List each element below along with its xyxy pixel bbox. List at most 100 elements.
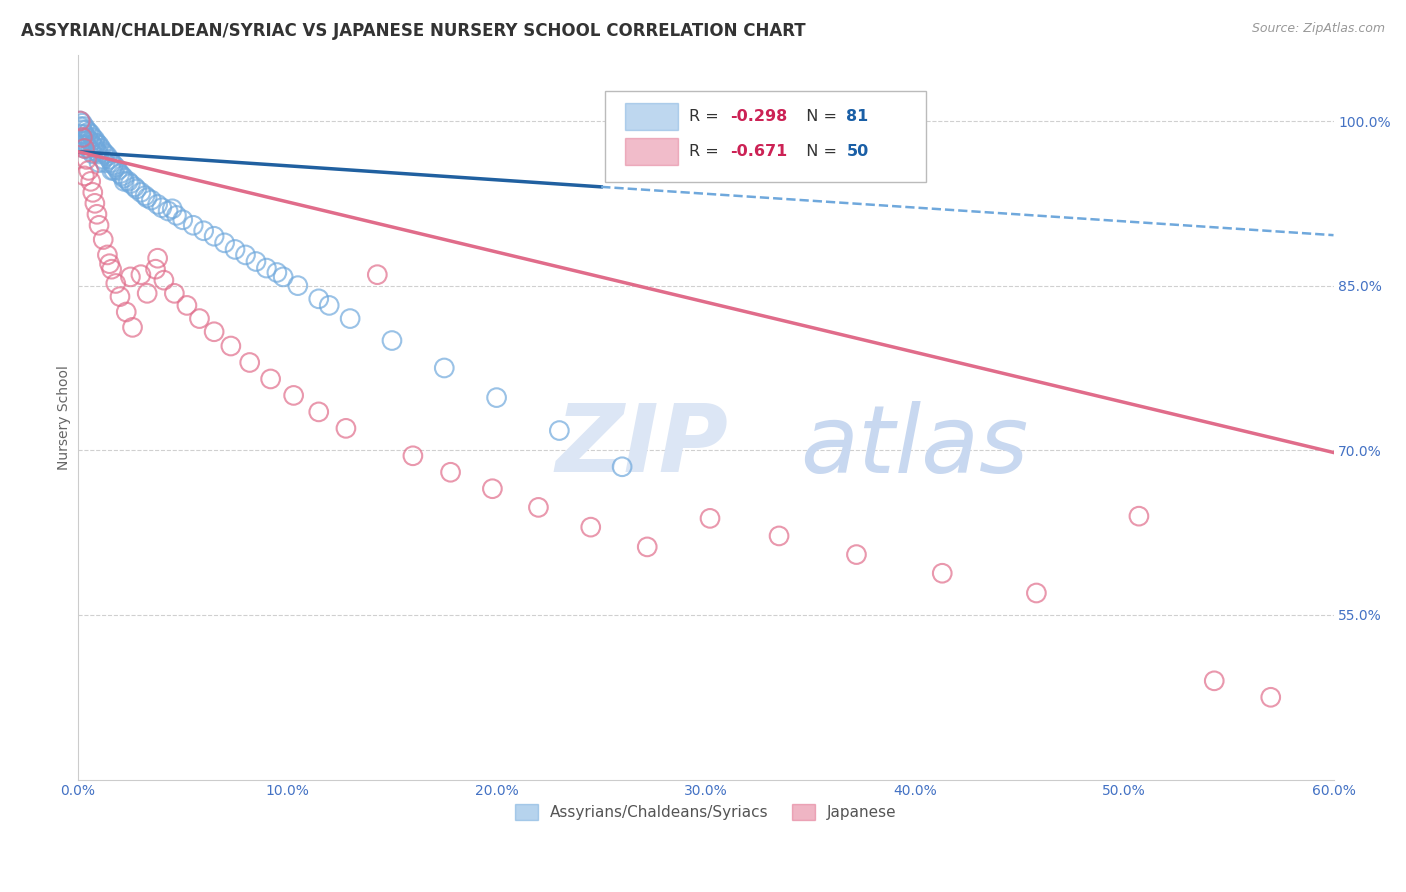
- Point: [245, 254, 267, 268]
- Point: [69, 127, 91, 141]
- Point: [94, 147, 117, 161]
- Point: [77, 163, 100, 178]
- Point: [79, 135, 101, 149]
- Point: [214, 235, 236, 250]
- Point: [87, 138, 110, 153]
- Point: [219, 339, 242, 353]
- Point: [845, 548, 868, 562]
- Point: [931, 566, 953, 581]
- Point: [76, 153, 98, 167]
- Point: [94, 155, 117, 169]
- Point: [76, 130, 98, 145]
- Point: [125, 182, 148, 196]
- Point: [73, 127, 96, 141]
- Point: [86, 145, 108, 159]
- Point: [235, 248, 257, 262]
- Point: [162, 202, 184, 216]
- Text: 50: 50: [846, 144, 869, 159]
- Point: [73, 141, 96, 155]
- Point: [308, 405, 330, 419]
- Point: [381, 334, 404, 348]
- Point: [172, 212, 194, 227]
- Point: [439, 465, 461, 479]
- Point: [87, 147, 110, 161]
- Point: [100, 163, 122, 178]
- Point: [1128, 509, 1150, 524]
- Point: [481, 482, 503, 496]
- Text: N =: N =: [796, 144, 842, 159]
- Point: [82, 138, 104, 153]
- Point: [73, 120, 96, 134]
- Point: [120, 177, 142, 191]
- Point: [112, 174, 135, 188]
- Point: [366, 268, 388, 282]
- Point: [254, 261, 277, 276]
- Point: [83, 140, 105, 154]
- Point: [287, 278, 309, 293]
- Point: [136, 286, 159, 301]
- Point: [145, 262, 167, 277]
- Point: [146, 197, 169, 211]
- Point: [402, 449, 425, 463]
- Point: [271, 269, 294, 284]
- Y-axis label: Nursery School: Nursery School: [58, 365, 72, 470]
- Point: [83, 196, 105, 211]
- Point: [83, 136, 105, 150]
- Text: 81: 81: [846, 109, 869, 124]
- Point: [100, 262, 122, 277]
- Point: [86, 136, 108, 150]
- Point: [548, 424, 571, 438]
- Point: [76, 138, 98, 153]
- Point: [87, 155, 110, 169]
- Point: [181, 219, 204, 233]
- Point: [103, 163, 125, 178]
- Point: [73, 141, 96, 155]
- Point: [96, 248, 118, 262]
- Point: [77, 125, 100, 139]
- FancyBboxPatch shape: [626, 137, 678, 165]
- Point: [266, 265, 288, 279]
- Point: [579, 520, 602, 534]
- Point: [69, 114, 91, 128]
- Point: [72, 130, 94, 145]
- Point: [91, 233, 114, 247]
- Point: [100, 155, 122, 169]
- Text: atlas: atlas: [800, 401, 1028, 491]
- Point: [82, 186, 104, 200]
- Point: [98, 153, 121, 167]
- Point: [141, 193, 163, 207]
- Point: [69, 114, 91, 128]
- FancyBboxPatch shape: [626, 103, 678, 130]
- Point: [108, 290, 131, 304]
- Point: [72, 116, 94, 130]
- Point: [259, 372, 281, 386]
- Point: [79, 144, 101, 158]
- Point: [134, 188, 156, 202]
- Point: [79, 174, 101, 188]
- Point: [72, 122, 94, 136]
- Text: Source: ZipAtlas.com: Source: ZipAtlas.com: [1251, 22, 1385, 36]
- Point: [73, 169, 96, 183]
- Point: [283, 388, 305, 402]
- Text: -0.671: -0.671: [730, 144, 787, 159]
- Point: [163, 286, 186, 301]
- Point: [82, 147, 104, 161]
- Point: [91, 153, 114, 167]
- Text: N =: N =: [796, 109, 842, 124]
- Point: [239, 355, 262, 369]
- Point: [112, 171, 135, 186]
- Point: [73, 134, 96, 148]
- Point: [527, 500, 550, 515]
- Text: -0.298: -0.298: [730, 109, 787, 124]
- Point: [77, 141, 100, 155]
- Point: [77, 133, 100, 147]
- Point: [1025, 586, 1047, 600]
- Point: [335, 421, 357, 435]
- Point: [318, 298, 340, 312]
- Text: ZIP: ZIP: [555, 401, 728, 492]
- Point: [129, 268, 152, 282]
- Point: [768, 529, 790, 543]
- Point: [129, 186, 152, 200]
- Point: [79, 127, 101, 141]
- Point: [117, 174, 139, 188]
